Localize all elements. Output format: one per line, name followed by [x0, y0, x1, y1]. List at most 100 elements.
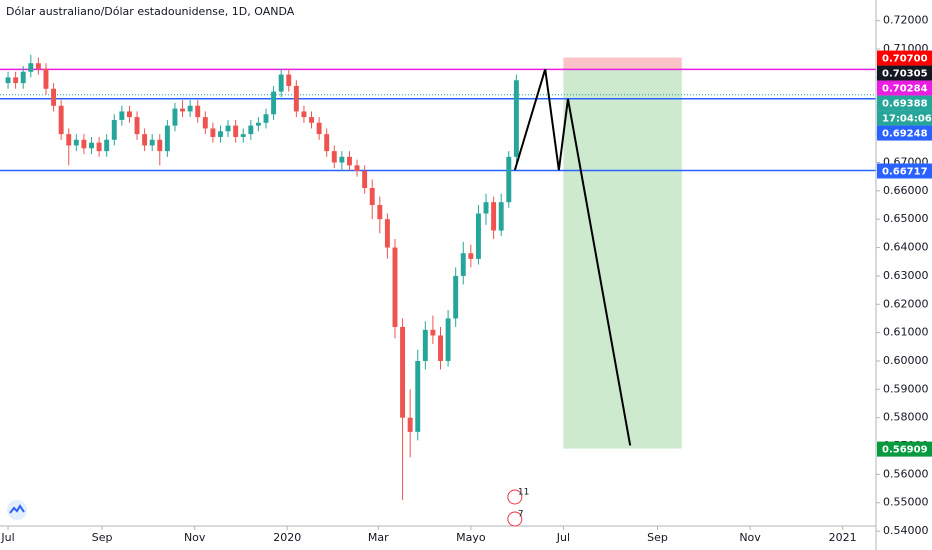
- candle-body: [180, 108, 186, 112]
- event-badge: [507, 489, 523, 505]
- candle-body: [422, 329, 428, 361]
- candle-body: [35, 63, 41, 69]
- candle-body: [362, 170, 368, 188]
- y-tick-label: 0.65000: [883, 212, 929, 225]
- candle-body: [483, 202, 489, 214]
- candle-body: [51, 88, 57, 106]
- price-label: 0.66717: [882, 167, 928, 178]
- x-tick-label: 2021: [829, 531, 857, 544]
- candle-body: [445, 318, 451, 361]
- candle-body: [58, 105, 64, 135]
- candle-body: [286, 74, 292, 86]
- candle-body: [164, 125, 170, 152]
- candle-body: [225, 125, 231, 132]
- price-label: 0.70284: [882, 84, 928, 95]
- candle-body: [73, 139, 79, 146]
- candle-body: [491, 202, 497, 231]
- candle-body: [331, 151, 337, 163]
- y-tick-label: 0.60000: [883, 354, 929, 367]
- candle-body: [13, 77, 19, 84]
- candle-body: [255, 122, 261, 126]
- candle-body: [369, 187, 375, 206]
- candle-body: [210, 128, 216, 137]
- candle-body: [460, 253, 466, 276]
- price-label-bg: [877, 163, 932, 179]
- logo[interactable]: [7, 500, 27, 520]
- x-tick-label: Nov: [739, 531, 761, 544]
- candle-body: [407, 417, 413, 432]
- candle-body: [430, 329, 436, 336]
- price-label-bg: [877, 80, 932, 96]
- x-tick-label: Sep: [647, 531, 668, 544]
- y-tick-label: 0.61000: [883, 326, 929, 339]
- chart-title: Dólar australiano/Dólar estadounidense, …: [6, 5, 295, 18]
- candle-body: [126, 111, 132, 118]
- zigzag-drawing: [513, 68, 632, 446]
- candle-body: [377, 205, 383, 220]
- x-tick-label: Mar: [368, 531, 389, 544]
- x-tick-label: Jul: [556, 531, 570, 544]
- price-label-bg: [877, 441, 932, 457]
- x-tick-label: Sep: [92, 531, 113, 544]
- candle-body: [157, 139, 163, 152]
- candle-body: [271, 91, 277, 115]
- candle-body: [278, 74, 284, 92]
- candle-body: [240, 134, 246, 137]
- logo-mark[interactable]: [9, 504, 25, 514]
- candle-body: [263, 114, 269, 123]
- candle-body: [218, 131, 223, 137]
- price-label: 0.69388: [882, 99, 928, 110]
- candle-body: [453, 275, 459, 319]
- y-tick-label: 0.66000: [883, 184, 929, 197]
- plot-area: [0, 54, 876, 500]
- candle-body: [475, 213, 481, 259]
- event-badge: [507, 511, 523, 527]
- y-tick-label: 0.56000: [883, 467, 929, 480]
- target-zone: [563, 68, 682, 449]
- candle-body: [293, 85, 299, 112]
- y-tick-label: 0.64000: [883, 241, 929, 254]
- price-label-bg: [877, 50, 932, 66]
- y-tick-label: 0.58000: [883, 411, 929, 424]
- y-tick-label: 0.63000: [883, 269, 929, 282]
- candle-body: [172, 108, 178, 126]
- candle-body: [28, 63, 34, 72]
- y-tick-label: 0.62000: [883, 297, 929, 310]
- candle-body: [513, 80, 519, 157]
- price-label-bg: [877, 65, 932, 81]
- event-count: 11: [518, 488, 529, 498]
- candle-body: [324, 134, 330, 152]
- candle-body: [20, 71, 26, 84]
- candle-body: [316, 122, 322, 135]
- candle-body: [96, 142, 102, 152]
- candle-body: [5, 77, 11, 84]
- candle-body: [309, 117, 314, 123]
- candle-body: [104, 139, 110, 152]
- candle-body: [233, 125, 239, 137]
- y-tick-label: 0.54000: [883, 524, 929, 537]
- candle-body: [187, 105, 193, 112]
- candle-body: [195, 105, 201, 118]
- price-label: 0.70700: [882, 54, 928, 65]
- candle-body: [81, 139, 87, 149]
- price-label-bg: [877, 125, 932, 141]
- x-tick-label: Mayo: [456, 531, 486, 544]
- candle-body: [111, 119, 117, 140]
- candle-body: [89, 142, 94, 149]
- countdown: 17:04:06: [882, 114, 932, 125]
- candle-body: [248, 125, 254, 135]
- price-label: 0.56909: [882, 445, 928, 456]
- candle-body: [400, 326, 406, 418]
- candle-body: [354, 165, 360, 171]
- candle-body: [66, 134, 72, 146]
- candle-body: [392, 247, 398, 327]
- candle-body: [415, 360, 421, 432]
- candle-body: [43, 68, 49, 89]
- candle-body: [149, 139, 155, 146]
- candle-body: [202, 117, 208, 129]
- candle-body: [346, 156, 352, 166]
- x-tick-label: 2020: [273, 531, 301, 544]
- event-count: 7: [518, 510, 524, 520]
